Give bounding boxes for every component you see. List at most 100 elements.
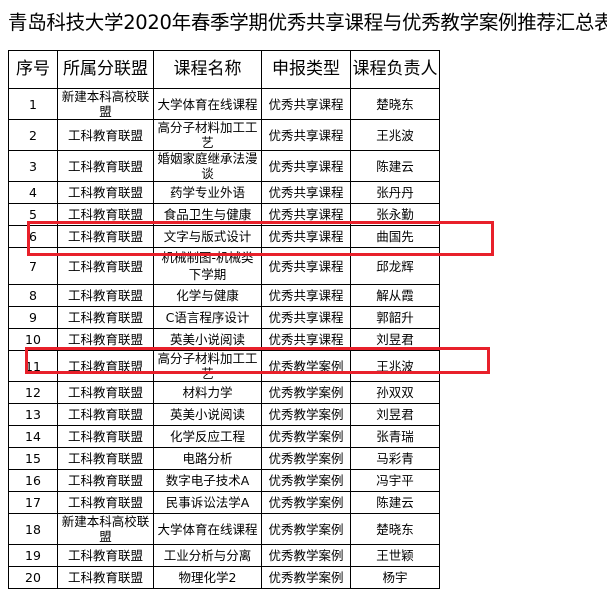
table-row: 9 工科教育联盟 C语言程序设计 优秀共享课程 郭韶升 xyxy=(8,306,440,329)
table-row: 16 工科教育联盟 数字电子技术A 优秀教学案例 冯宇平 xyxy=(8,469,440,492)
cell-course-name: 化学与健康 xyxy=(153,284,262,307)
table-row: 20 工科教育联盟 物理化学2 优秀教学案例 杨宇 xyxy=(8,566,440,589)
cell-type: 优秀教学案例 xyxy=(261,544,351,567)
table-row: 6 工科教育联盟 文字与版式设计 优秀共享课程 曲国先 xyxy=(8,225,440,248)
header-type: 申报类型 xyxy=(261,50,351,89)
cell-instructor: 张永勤 xyxy=(350,203,440,226)
cell-type: 优秀教学案例 xyxy=(261,350,351,382)
cell-index: 8 xyxy=(8,284,58,307)
cell-instructor: 马彩青 xyxy=(350,447,440,470)
cell-alliance: 工科教育联盟 xyxy=(57,425,154,448)
table-row: 11 工科教育联盟 高分子材料加工工艺 优秀教学案例 王兆波 xyxy=(8,350,440,382)
cell-course-name: 机械制图-机械类下学期 xyxy=(153,247,262,285)
cell-course-name: 民事诉讼法学A xyxy=(153,491,262,514)
header-course-name: 课程名称 xyxy=(153,50,262,89)
cell-alliance: 工科教育联盟 xyxy=(57,447,154,470)
cell-course-name: 材料力学 xyxy=(153,381,262,404)
table-row: 15 工科教育联盟 电路分析 优秀教学案例 马彩青 xyxy=(8,447,440,470)
cell-index: 20 xyxy=(8,566,58,589)
cell-index: 2 xyxy=(8,119,58,151)
cell-type: 优秀共享课程 xyxy=(261,284,351,307)
cell-type: 优秀共享课程 xyxy=(261,247,351,285)
table-row: 5 工科教育联盟 食品卫生与健康 优秀共享课程 张永勤 xyxy=(8,203,440,226)
cell-type: 优秀教学案例 xyxy=(261,403,351,426)
cell-instructor: 解从霞 xyxy=(350,284,440,307)
cell-alliance: 工科教育联盟 xyxy=(57,306,154,329)
table-header-row: 序号 所属分联盟 课程名称 申报类型 课程负责人 xyxy=(8,50,440,89)
cell-instructor: 张丹丹 xyxy=(350,181,440,204)
table-row: 1 新建本科高校联盟 大学体育在线课程 优秀共享课程 楚晓东 xyxy=(8,88,440,120)
cell-course-name: 婚姻家庭继承法漫谈 xyxy=(153,150,262,182)
cell-course-name: 食品卫生与健康 xyxy=(153,203,262,226)
cell-type: 优秀共享课程 xyxy=(261,306,351,329)
cell-type: 优秀共享课程 xyxy=(261,225,351,248)
cell-index: 16 xyxy=(8,469,58,492)
cell-course-name: 英美小说阅读 xyxy=(153,328,262,351)
cell-alliance: 工科教育联盟 xyxy=(57,225,154,248)
cell-alliance: 工科教育联盟 xyxy=(57,328,154,351)
cell-course-name: 文字与版式设计 xyxy=(153,225,262,248)
cell-alliance: 工科教育联盟 xyxy=(57,491,154,514)
cell-type: 优秀共享课程 xyxy=(261,150,351,182)
table-row: 17 工科教育联盟 民事诉讼法学A 优秀教学案例 陈建云 xyxy=(8,491,440,514)
cell-index: 6 xyxy=(8,225,58,248)
table-row: 3 工科教育联盟 婚姻家庭继承法漫谈 优秀共享课程 陈建云 xyxy=(8,150,440,182)
cell-instructor: 邱龙辉 xyxy=(350,247,440,285)
table-row: 14 工科教育联盟 化学反应工程 优秀教学案例 张青瑞 xyxy=(8,425,440,448)
recommendation-table: 序号 所属分联盟 课程名称 申报类型 课程负责人 1 新建本科高校联盟 大学体育在线… xyxy=(8,50,440,589)
table-row: 7 工科教育联盟 机械制图-机械类下学期 优秀共享课程 邱龙辉 xyxy=(8,247,440,285)
table-row: 2 工科教育联盟 高分子材料加工工艺 优秀共享课程 王兆波 xyxy=(8,119,440,151)
cell-type: 优秀教学案例 xyxy=(261,566,351,589)
cell-type: 优秀教学案例 xyxy=(261,469,351,492)
cell-instructor: 王兆波 xyxy=(350,350,440,382)
cell-course-name: 化学反应工程 xyxy=(153,425,262,448)
cell-alliance: 工科教育联盟 xyxy=(57,381,154,404)
cell-index: 11 xyxy=(8,350,58,382)
cell-instructor: 王世颖 xyxy=(350,544,440,567)
cell-instructor: 杨宇 xyxy=(350,566,440,589)
cell-instructor: 陈建云 xyxy=(350,491,440,514)
cell-alliance: 工科教育联盟 xyxy=(57,247,154,285)
cell-course-name: 物理化学2 xyxy=(153,566,262,589)
cell-index: 4 xyxy=(8,181,58,204)
cell-type: 优秀教学案例 xyxy=(261,447,351,470)
cell-index: 10 xyxy=(8,328,58,351)
cell-type: 优秀教学案例 xyxy=(261,491,351,514)
cell-alliance: 工科教育联盟 xyxy=(57,566,154,589)
table-row: 10 工科教育联盟 英美小说阅读 优秀共享课程 刘昱君 xyxy=(8,328,440,351)
cell-alliance: 工科教育联盟 xyxy=(57,350,154,382)
cell-index: 18 xyxy=(8,513,58,545)
header-alliance: 所属分联盟 xyxy=(57,50,154,89)
cell-alliance: 工科教育联盟 xyxy=(57,203,154,226)
course-name-text: 机械制图-机械类下学期 xyxy=(161,250,254,282)
cell-course-name: 高分子材料加工工艺 xyxy=(153,350,262,382)
cell-course-name: 高分子材料加工工艺 xyxy=(153,119,262,151)
cell-type: 优秀共享课程 xyxy=(261,328,351,351)
cell-index: 5 xyxy=(8,203,58,226)
cell-index: 12 xyxy=(8,381,58,404)
cell-alliance: 工科教育联盟 xyxy=(57,181,154,204)
cell-instructor: 陈建云 xyxy=(350,150,440,182)
table-row: 12 工科教育联盟 材料力学 优秀教学案例 孙双双 xyxy=(8,381,440,404)
cell-alliance: 工科教育联盟 xyxy=(57,119,154,151)
cell-instructor: 冯宇平 xyxy=(350,469,440,492)
cell-course-name: 英美小说阅读 xyxy=(153,403,262,426)
cell-alliance: 工科教育联盟 xyxy=(57,403,154,426)
cell-instructor: 刘昱君 xyxy=(350,328,440,351)
cell-instructor: 楚晓东 xyxy=(350,88,440,120)
table-row: 18 新建本科高校联盟 大学体育在线课程 优秀教学案例 楚晓东 xyxy=(8,513,440,545)
table-row: 19 工科教育联盟 工业分析与分离 优秀教学案例 王世颖 xyxy=(8,544,440,567)
cell-alliance: 新建本科高校联盟 xyxy=(57,88,154,120)
table-row: 8 工科教育联盟 化学与健康 优秀共享课程 解从霞 xyxy=(8,284,440,307)
cell-index: 1 xyxy=(8,88,58,120)
cell-instructor: 刘昱君 xyxy=(350,403,440,426)
cell-index: 13 xyxy=(8,403,58,426)
cell-type: 优秀共享课程 xyxy=(261,203,351,226)
cell-course-name: C语言程序设计 xyxy=(153,306,262,329)
cell-alliance: 工科教育联盟 xyxy=(57,544,154,567)
cell-course-name: 大学体育在线课程 xyxy=(153,513,262,545)
cell-type: 优秀教学案例 xyxy=(261,425,351,448)
cell-index: 14 xyxy=(8,425,58,448)
cell-index: 7 xyxy=(8,247,58,285)
table-body: 1 新建本科高校联盟 大学体育在线课程 优秀共享课程 楚晓东 2 工科教育联盟 高分子材料加工… xyxy=(8,88,440,589)
